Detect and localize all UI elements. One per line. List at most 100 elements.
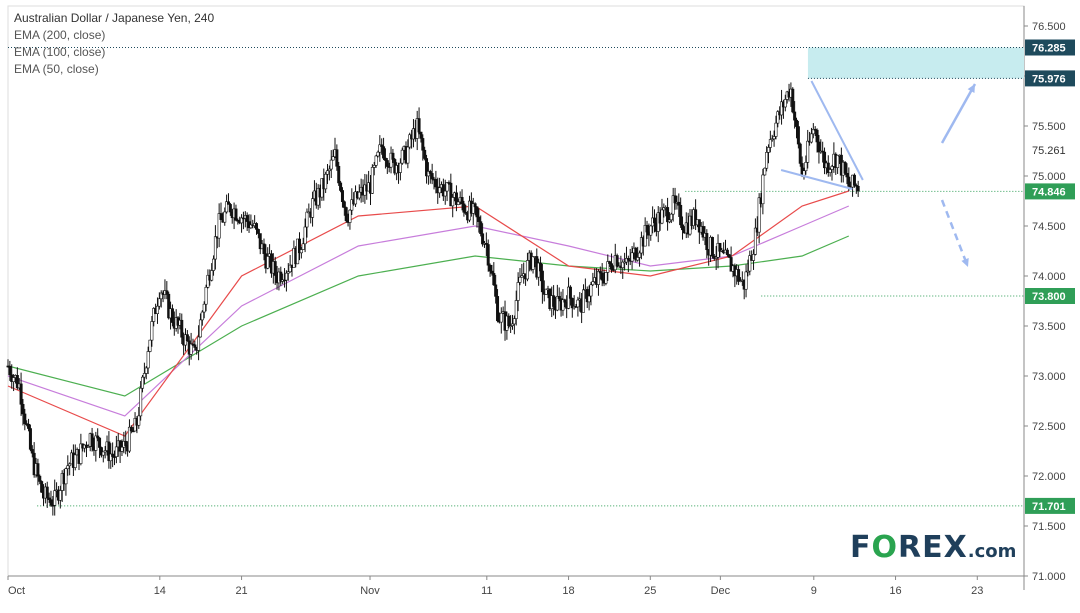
- candle-body: [516, 282, 520, 301]
- bullish-arrow: [940, 83, 977, 144]
- candle-body: [180, 319, 184, 338]
- legend-ema200: EMA (200, close): [14, 28, 106, 42]
- candle-body: [811, 129, 815, 135]
- candle-body: [456, 201, 460, 205]
- candle-body: [297, 238, 301, 254]
- price-label-bg: [1025, 497, 1075, 514]
- candle-body: [305, 211, 309, 228]
- candle-body: [299, 249, 303, 254]
- candle-body: [660, 209, 664, 224]
- candle-body: [273, 261, 277, 276]
- candle-body: [443, 190, 447, 197]
- candle-body: [301, 243, 305, 250]
- candle-body: [499, 312, 503, 323]
- candle-body: [438, 187, 442, 194]
- candle-body: [398, 162, 402, 173]
- y-tick-label: 76.500: [1032, 21, 1066, 33]
- candle-body: [449, 182, 453, 207]
- x-tick-label: 14: [154, 585, 166, 597]
- candle-body: [142, 373, 146, 378]
- candle-body: [144, 367, 148, 374]
- candle-body: [600, 272, 604, 281]
- bullish-arrow-head: [967, 84, 975, 93]
- candle-body: [204, 286, 208, 305]
- y-tick-label: 75.000: [1032, 171, 1066, 183]
- candle-body: [828, 169, 832, 173]
- candle-body: [783, 99, 787, 108]
- candle-body: [729, 257, 733, 272]
- candle-body: [561, 299, 565, 311]
- candle-body: [525, 260, 529, 280]
- candle-body: [339, 182, 343, 191]
- candle-body: [234, 208, 238, 221]
- candle-body: [15, 375, 19, 389]
- candle-body: [103, 450, 107, 453]
- candle-body: [817, 141, 821, 153]
- candle-body: [821, 150, 825, 153]
- candle-body: [111, 453, 115, 457]
- candle-body: [40, 481, 44, 493]
- candle-body: [30, 449, 34, 454]
- candle-body: [335, 149, 339, 167]
- candle-body: [423, 149, 427, 159]
- candle-body: [380, 144, 384, 147]
- candle-body: [139, 387, 143, 417]
- candle-body: [494, 284, 498, 297]
- candle-body: [408, 134, 412, 148]
- candle-body: [710, 236, 714, 257]
- candle-body: [701, 226, 705, 238]
- candle-body: [98, 437, 102, 448]
- candle-body: [744, 271, 748, 290]
- candle-body: [852, 174, 856, 186]
- candle-body: [249, 224, 253, 229]
- y-tick-label: 72.000: [1032, 471, 1066, 483]
- candle-body: [47, 497, 51, 500]
- candle-body: [765, 152, 769, 169]
- candle-body: [563, 299, 567, 303]
- candle-body: [127, 426, 131, 452]
- candle-body: [337, 165, 341, 184]
- y-tick-label: 74.500: [1032, 221, 1066, 233]
- candle-body: [288, 264, 292, 273]
- x-tick-label: 9: [811, 585, 817, 597]
- candle-body: [718, 242, 722, 252]
- wedge-lower-line: [780, 169, 853, 190]
- candle-body: [19, 383, 23, 405]
- candle-body: [454, 192, 458, 205]
- candle-body: [514, 300, 518, 319]
- candle-body: [507, 315, 511, 327]
- candle-body: [86, 446, 90, 448]
- candle-body: [113, 456, 117, 458]
- candle-body: [479, 221, 483, 235]
- candle-body: [202, 303, 206, 313]
- candle-body: [737, 269, 741, 282]
- candle-body: [342, 201, 346, 208]
- candle-body: [114, 446, 118, 457]
- candle-body: [213, 236, 217, 260]
- candle-body: [370, 167, 374, 194]
- candle-body: [471, 203, 475, 214]
- candle-body: [109, 453, 113, 462]
- candle-body: [286, 271, 290, 274]
- candle-body: [802, 170, 806, 176]
- candle-body: [768, 139, 772, 148]
- candle-body: [146, 351, 150, 369]
- y-tick-label: 72.500: [1032, 421, 1066, 433]
- candle-body: [492, 273, 496, 286]
- candle-body: [589, 284, 593, 297]
- candle-body: [99, 447, 103, 456]
- candle-body: [697, 219, 701, 233]
- candle-body: [473, 203, 477, 208]
- candle-body: [391, 152, 395, 160]
- candle-body: [544, 288, 548, 295]
- candle-body: [460, 197, 464, 205]
- price-label-bg: [1025, 39, 1075, 56]
- candle-body: [240, 217, 244, 224]
- candle-body: [591, 281, 595, 286]
- y-tick-label: 75.500: [1032, 121, 1066, 133]
- candle-body: [623, 261, 627, 264]
- candle-body: [555, 296, 559, 311]
- x-tick-label: 23: [971, 585, 983, 597]
- candle-body: [481, 233, 485, 245]
